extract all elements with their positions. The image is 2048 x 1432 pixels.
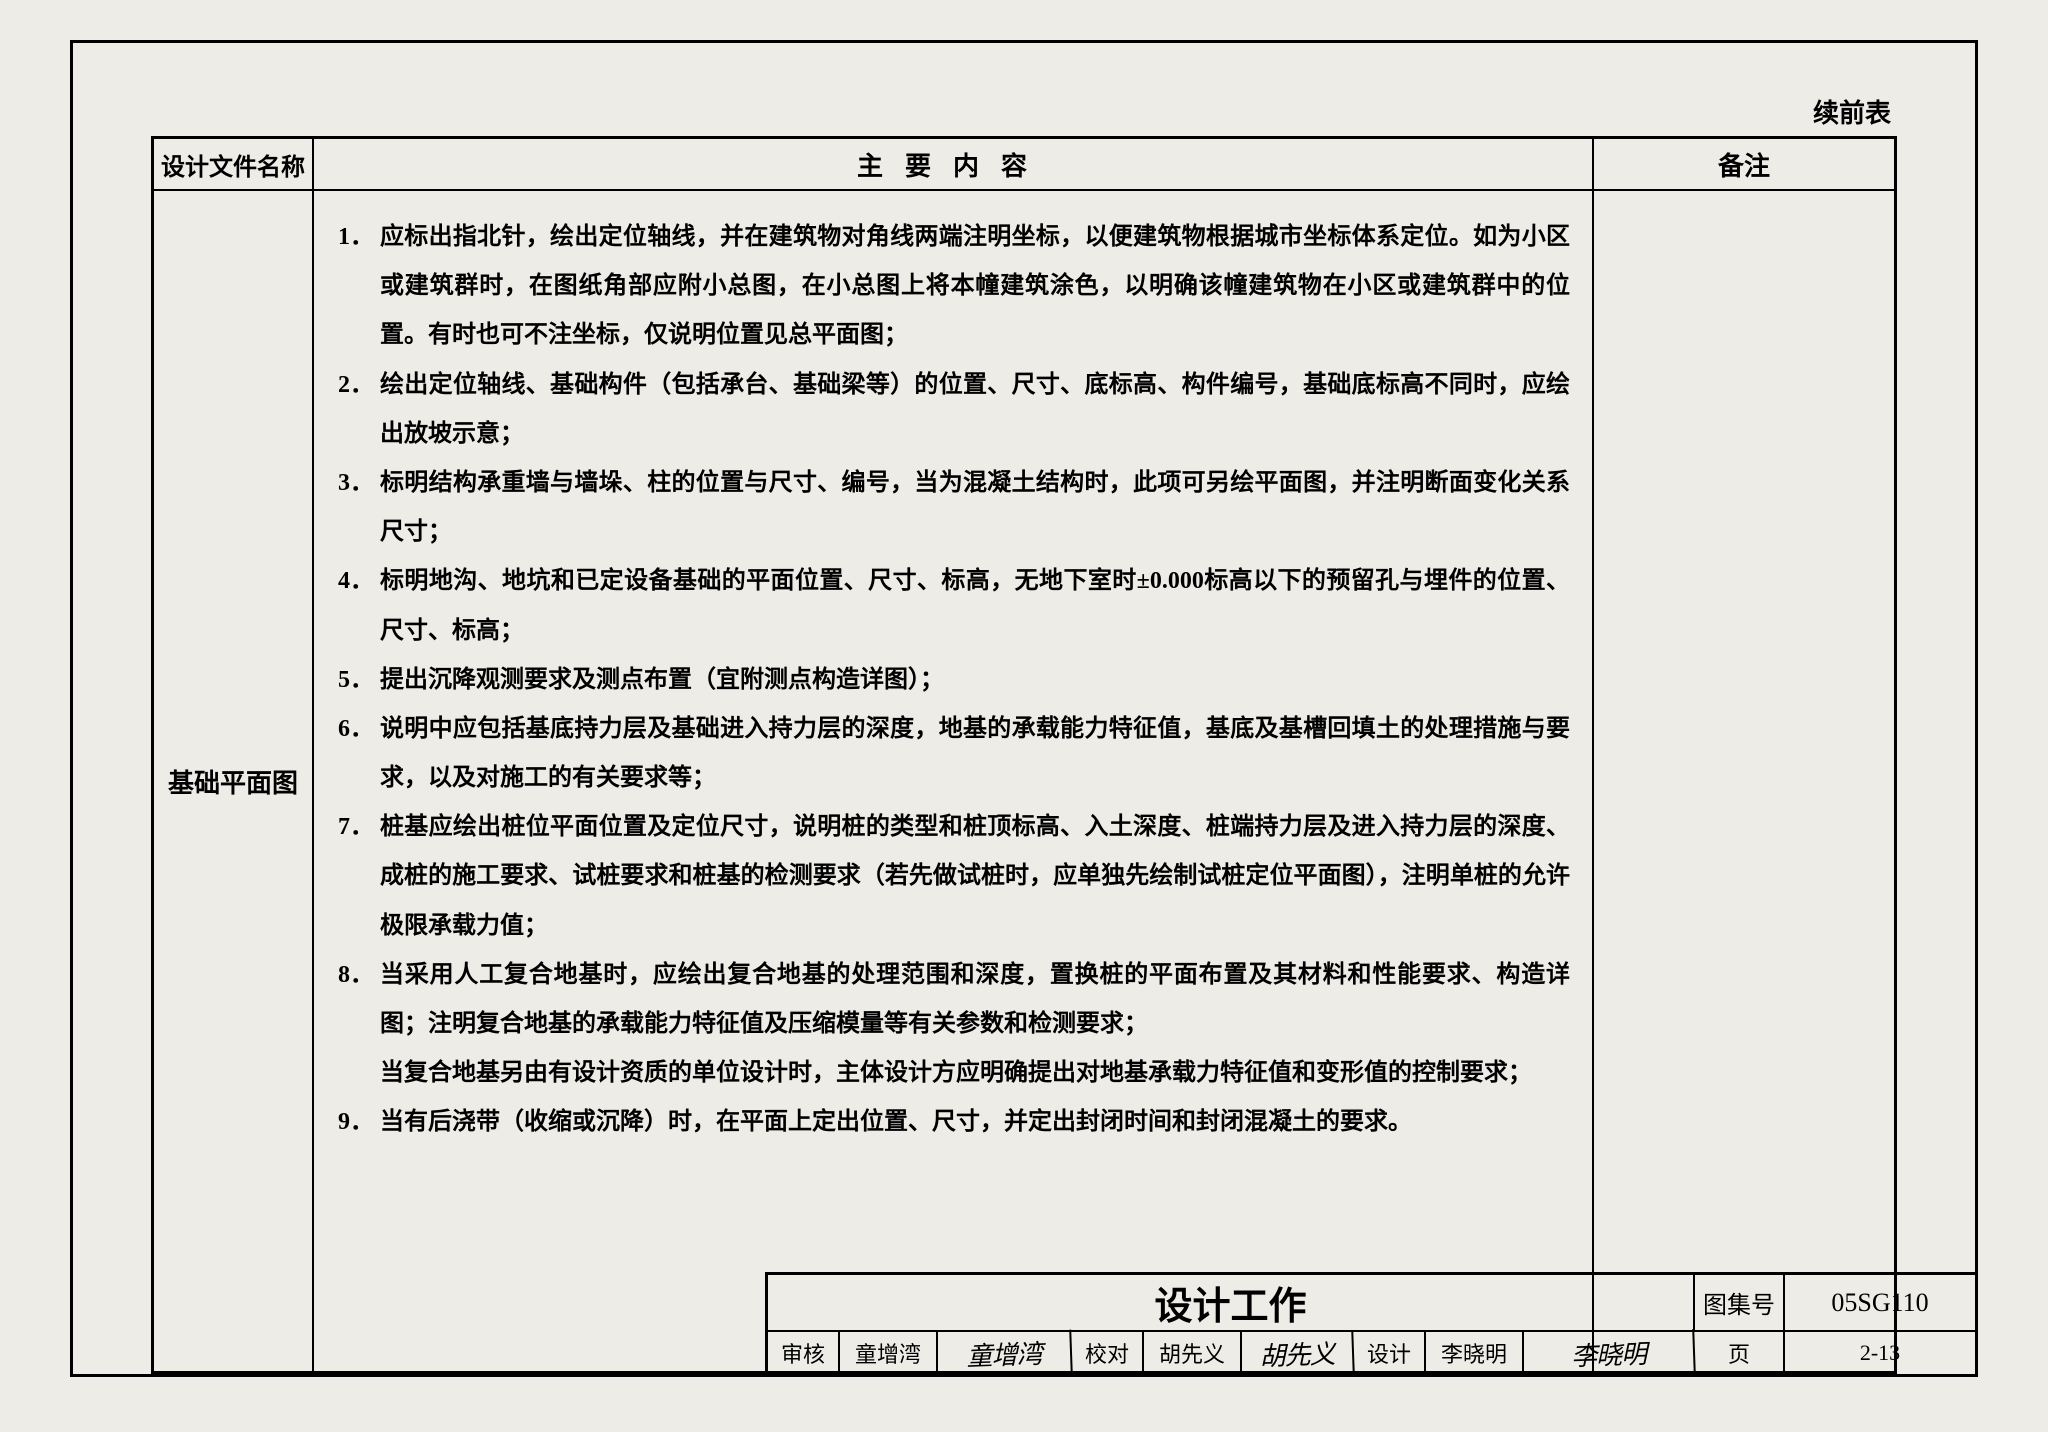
list-item: 1．应标出指北针，绘出定位轴线，并在建筑物对角线两端注明坐标，以便建筑物根据城市… xyxy=(332,213,1570,361)
item-number: 4． xyxy=(332,557,380,655)
item-text: 说明中应包括基底持力层及基础进入持力层的深度，地基的承载能力特征值，基底及基槽回… xyxy=(380,705,1570,803)
list-item: 7．桩基应绘出桩位平面位置及定位尺寸，说明桩的类型和桩顶标高、入土深度、桩端持力… xyxy=(332,803,1570,951)
set-label: 图集号 xyxy=(1695,1275,1785,1330)
check-signature: 胡先义 xyxy=(1241,1330,1354,1376)
design-name: 李晓明 xyxy=(1426,1332,1524,1374)
item-number: 8． xyxy=(332,951,380,1049)
item-text: 标明地沟、地坑和已定设备基础的平面位置、尺寸、标高，无地下室时±0.000标高以… xyxy=(380,557,1570,655)
item-text: 当复合地基另由有设计资质的单位设计时，主体设计方应明确提出对地基承载力特征值和变… xyxy=(380,1049,1570,1098)
audit-label: 审核 xyxy=(768,1332,840,1374)
titleblock-top: 设计工作 图集号 05SG110 xyxy=(768,1275,1975,1332)
check-label: 校对 xyxy=(1072,1332,1144,1374)
list-item: 3．标明结构承重墙与墙垛、柱的位置与尺寸、编号，当为混凝土结构时，此项可另绘平面… xyxy=(332,459,1570,557)
list-item: 当复合地基另由有设计资质的单位设计时，主体设计方应明确提出对地基承载力特征值和变… xyxy=(332,1049,1570,1098)
item-text: 绘出定位轴线、基础构件（包括承台、基础梁等）的位置、尺寸、底标高、构件编号，基础… xyxy=(380,361,1570,459)
page-number: 2-13 xyxy=(1785,1332,1975,1374)
item-text: 当采用人工复合地基时，应绘出复合地基的处理范围和深度，置换桩的平面布置及其材料和… xyxy=(380,951,1570,1049)
list-item: 9．当有后浇带（收缩或沉降）时，在平面上定出位置、尺寸，并定出封闭时间和封闭混凝… xyxy=(332,1098,1570,1147)
design-label: 设计 xyxy=(1354,1332,1426,1374)
set-code: 05SG110 xyxy=(1785,1275,1975,1330)
item-text: 应标出指北针，绘出定位轴线，并在建筑物对角线两端注明坐标，以便建筑物根据城市坐标… xyxy=(380,213,1570,361)
item-number: 3． xyxy=(332,459,380,557)
item-text: 桩基应绘出桩位平面位置及定位尺寸，说明桩的类型和桩顶标高、入土深度、桩端持力层及… xyxy=(380,803,1570,951)
main-table: 设计文件名称 主要内容 备注 基础平面图 1．应标出指北针，绘出定位轴线，并在建… xyxy=(151,136,1897,1374)
design-signature: 李晓明 xyxy=(1523,1329,1695,1377)
title-block: 设计工作 图集号 05SG110 审核 童增湾 童增湾 校对 胡先义 胡先义 设… xyxy=(765,1272,1975,1374)
drawing-title: 设计工作 xyxy=(768,1275,1695,1330)
row-name: 基础平面图 xyxy=(154,191,314,1371)
list-item: 8．当采用人工复合地基时，应绘出复合地基的处理范围和深度，置换桩的平面布置及其材… xyxy=(332,951,1570,1049)
page-label: 页 xyxy=(1695,1332,1785,1374)
audit-name: 童增湾 xyxy=(840,1332,938,1374)
row-note xyxy=(1594,191,1894,1371)
item-text: 当有后浇带（收缩或沉降）时，在平面上定出位置、尺寸，并定出封闭时间和封闭混凝土的… xyxy=(380,1098,1570,1147)
item-number xyxy=(332,1049,380,1098)
page-inner: 续前表 设计文件名称 主要内容 备注 基础平面图 1．应标出指北针，绘出定位轴线… xyxy=(151,93,1897,1374)
audit-signature: 童增湾 xyxy=(937,1330,1072,1377)
item-number: 7． xyxy=(332,803,380,951)
item-number: 9． xyxy=(332,1098,380,1147)
list-item: 6．说明中应包括基底持力层及基础进入持力层的深度，地基的承载能力特征值，基底及基… xyxy=(332,705,1570,803)
row-content: 1．应标出指北针，绘出定位轴线，并在建筑物对角线两端注明坐标，以便建筑物根据城市… xyxy=(314,191,1594,1371)
header-name: 设计文件名称 xyxy=(154,139,314,189)
page-frame: 续前表 设计文件名称 主要内容 备注 基础平面图 1．应标出指北针，绘出定位轴线… xyxy=(70,40,1978,1377)
item-number: 1． xyxy=(332,213,380,361)
list-item: 2．绘出定位轴线、基础构件（包括承台、基础梁等）的位置、尺寸、底标高、构件编号，… xyxy=(332,361,1570,459)
list-item: 5．提出沉降观测要求及测点布置（宜附测点构造详图）； xyxy=(332,656,1570,705)
table-body-row: 基础平面图 1．应标出指北针，绘出定位轴线，并在建筑物对角线两端注明坐标，以便建… xyxy=(154,191,1894,1371)
table-header-row: 设计文件名称 主要内容 备注 xyxy=(154,139,1894,191)
item-number: 6． xyxy=(332,705,380,803)
continued-label: 续前表 xyxy=(151,93,1897,130)
item-number: 5． xyxy=(332,656,380,705)
check-name: 胡先义 xyxy=(1144,1332,1242,1374)
item-number: 2． xyxy=(332,361,380,459)
item-text: 标明结构承重墙与墙垛、柱的位置与尺寸、编号，当为混凝土结构时，此项可另绘平面图，… xyxy=(380,459,1570,557)
list-item: 4．标明地沟、地坑和已定设备基础的平面位置、尺寸、标高，无地下室时±0.000标… xyxy=(332,557,1570,655)
header-note: 备注 xyxy=(1594,139,1894,189)
titleblock-bottom: 审核 童增湾 童增湾 校对 胡先义 胡先义 设计 李晓明 李晓明 页 2-13 xyxy=(768,1332,1975,1374)
item-text: 提出沉降观测要求及测点布置（宜附测点构造详图）； xyxy=(380,656,1570,705)
header-content: 主要内容 xyxy=(314,139,1594,189)
